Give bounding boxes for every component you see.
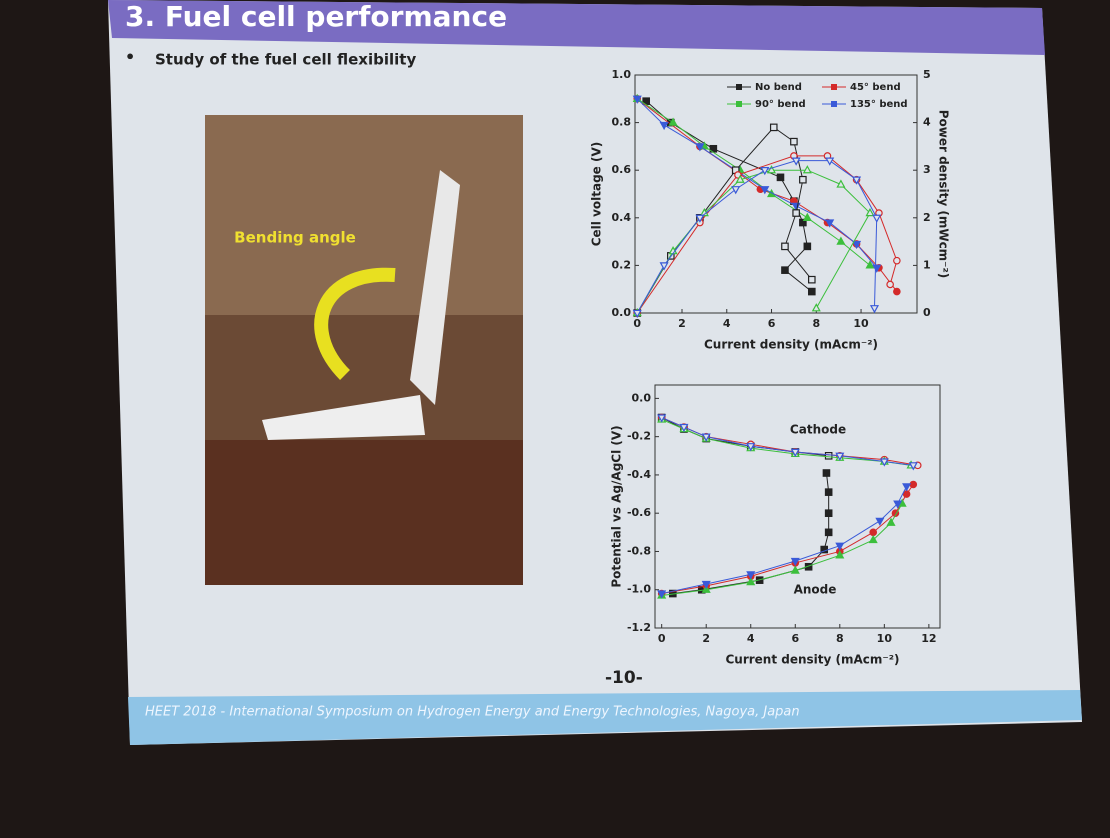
x-tick-label: 0	[658, 632, 666, 645]
point	[791, 138, 797, 144]
photo-table	[205, 440, 523, 585]
point	[777, 174, 783, 180]
legend-label: 135° bend	[850, 99, 908, 110]
y-tick-label: -0.8	[627, 544, 651, 557]
annotation: Cathode	[790, 423, 846, 437]
x-axis-label: Current density (mAcm⁻²)	[704, 338, 878, 352]
x-tick-label: 6	[791, 632, 799, 645]
x-tick-label: 2	[702, 632, 710, 645]
photo-label: Bending angle	[234, 229, 356, 247]
point	[825, 510, 831, 516]
x-tick-label: 0	[633, 317, 641, 330]
y2-axis-label: Power density (mWcm⁻²)	[937, 110, 951, 279]
legend-swatch	[831, 101, 837, 107]
point	[825, 529, 831, 535]
point	[800, 177, 806, 183]
x-tick-label: 10	[877, 632, 893, 645]
point	[809, 276, 815, 282]
y-tick-label: -0.6	[627, 506, 651, 519]
y-tick-label: -0.2	[627, 430, 651, 443]
point	[910, 481, 916, 487]
photo-wall	[205, 115, 523, 315]
y-tick-label: 0.2	[612, 258, 632, 271]
x-tick-label: 4	[747, 632, 755, 645]
x-tick-label: 10	[853, 317, 869, 330]
x-tick-label: 8	[812, 317, 820, 330]
point	[782, 243, 788, 249]
slide-photo: 3. Fuel cell performance • Study of the …	[0, 0, 1110, 834]
point	[804, 243, 810, 249]
y-tick-label: 0.4	[612, 211, 632, 224]
legend-swatch	[736, 84, 742, 90]
point	[894, 257, 900, 263]
bullet-text: Study of the fuel cell flexibility	[155, 51, 416, 69]
y-tick-label: -1.2	[627, 621, 651, 634]
point	[782, 267, 788, 273]
point	[825, 489, 831, 495]
y2-tick-label: 0	[923, 306, 931, 319]
x-tick-label: 6	[768, 317, 776, 330]
x-tick-label: 2	[678, 317, 686, 330]
y-tick-label: -1.0	[627, 583, 651, 596]
point	[771, 124, 777, 130]
x-tick-label: 12	[921, 632, 936, 645]
bullet-dot: •	[125, 48, 135, 67]
point	[825, 453, 831, 459]
y-tick-label: -0.4	[627, 468, 651, 481]
y-axis-label: Potential vs Ag/AgCl (V)	[610, 425, 624, 587]
point	[793, 210, 799, 216]
y2-tick-label: 5	[923, 68, 931, 81]
page-number: -10-	[605, 668, 643, 688]
point	[823, 470, 829, 476]
point	[870, 529, 876, 535]
x-axis-label: Current density (mAcm⁻²)	[725, 653, 899, 667]
y-tick-label: 0.0	[632, 391, 652, 404]
y-axis-label: Cell voltage (V)	[590, 142, 604, 247]
point	[887, 281, 893, 287]
y2-tick-label: 2	[923, 211, 931, 224]
legend-label: 90° bend	[755, 99, 806, 110]
x-tick-label: 4	[723, 317, 731, 330]
y2-tick-label: 4	[923, 116, 931, 129]
legend-swatch	[736, 101, 742, 107]
point	[809, 288, 815, 294]
legend-label: No bend	[755, 82, 802, 93]
y2-tick-label: 1	[923, 258, 931, 271]
x-tick-label: 8	[836, 632, 844, 645]
y-tick-label: 0.6	[612, 163, 632, 176]
y2-tick-label: 3	[923, 163, 931, 176]
y-tick-label: 1.0	[612, 68, 632, 81]
y-tick-label: 0.0	[612, 306, 632, 319]
slide-title: 3. Fuel cell performance	[125, 0, 507, 33]
legend-label: 45° bend	[850, 82, 901, 93]
y-tick-label: 0.8	[612, 116, 632, 129]
legend-swatch	[831, 84, 837, 90]
annotation: Anode	[794, 583, 837, 597]
footer: HEET 2018 - International Symposium on H…	[145, 705, 800, 720]
point	[894, 288, 900, 294]
